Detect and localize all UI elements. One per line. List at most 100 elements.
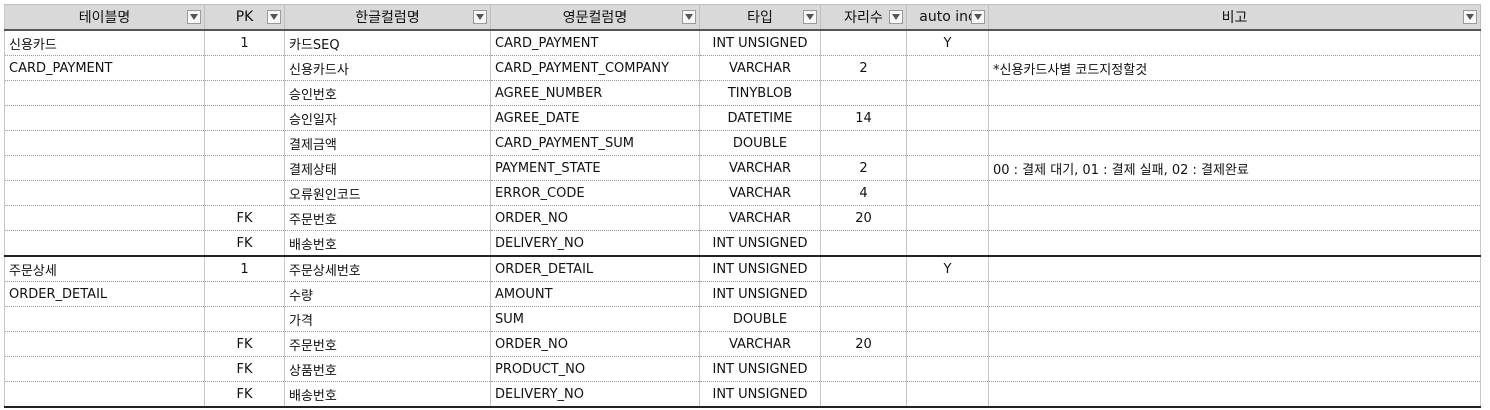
table-cell[interactable]: 승인일자 (284, 105, 491, 131)
table-cell[interactable]: FK (204, 205, 285, 231)
table-cell[interactable]: INT UNSIGNED (699, 256, 821, 282)
table-cell[interactable]: DELIVERY_NO (490, 230, 700, 257)
table-cell[interactable]: PRODUCT_NO (490, 356, 700, 382)
table-cell[interactable] (4, 205, 205, 231)
table-cell[interactable]: DATETIME (699, 105, 821, 131)
table-cell[interactable]: CARD_PAYMENT_COMPANY (490, 55, 700, 81)
table-cell[interactable] (4, 230, 205, 257)
table-cell[interactable]: INT UNSIGNED (699, 281, 821, 307)
header-table-name[interactable]: 테이블명 (4, 4, 205, 31)
table-cell[interactable] (204, 80, 285, 106)
table-cell[interactable]: FK (204, 381, 285, 408)
table-cell[interactable] (906, 105, 989, 131)
table-cell[interactable] (204, 105, 285, 131)
table-cell[interactable]: 가격 (284, 306, 491, 332)
header-length[interactable]: 자리수 (820, 4, 907, 31)
header-type[interactable]: 타입 (699, 4, 821, 31)
table-cell[interactable] (906, 155, 989, 181)
table-cell[interactable] (4, 180, 205, 206)
table-cell[interactable]: AGREE_DATE (490, 105, 700, 131)
table-cell[interactable] (906, 281, 989, 307)
table-cell[interactable]: 20 (820, 331, 907, 357)
table-cell[interactable]: DELIVERY_NO (490, 381, 700, 408)
table-cell[interactable]: PAYMENT_STATE (490, 155, 700, 181)
table-cell[interactable]: CARD_PAYMENT (490, 30, 700, 56)
table-cell[interactable] (820, 30, 907, 56)
table-cell[interactable]: 주문상세 (4, 256, 205, 282)
table-cell[interactable]: VARCHAR (699, 180, 821, 206)
table-cell[interactable] (820, 80, 907, 106)
table-cell[interactable]: 카드SEQ (284, 30, 491, 56)
header-auto-inc[interactable]: auto inc (906, 4, 989, 31)
table-cell[interactable]: 00 : 결제 대기, 01 : 결제 실패, 02 : 결제완료 (988, 155, 1481, 181)
table-cell[interactable] (906, 80, 989, 106)
table-cell[interactable] (906, 205, 989, 231)
table-cell[interactable] (204, 155, 285, 181)
table-cell[interactable]: 2 (820, 55, 907, 81)
table-cell[interactable] (906, 381, 989, 408)
table-cell[interactable] (4, 80, 205, 106)
table-cell[interactable]: 4 (820, 180, 907, 206)
table-cell[interactable] (820, 356, 907, 382)
table-cell[interactable] (988, 306, 1481, 332)
table-cell[interactable]: VARCHAR (699, 331, 821, 357)
table-cell[interactable]: 20 (820, 205, 907, 231)
table-cell[interactable] (4, 155, 205, 181)
header-english-column[interactable]: 영문컬럼명 (490, 4, 700, 31)
table-cell[interactable]: Y (906, 256, 989, 282)
table-cell[interactable] (4, 381, 205, 408)
table-cell[interactable] (204, 55, 285, 81)
table-cell[interactable]: 결제금액 (284, 130, 491, 156)
table-cell[interactable]: 주문번호 (284, 331, 491, 357)
table-cell[interactable]: CARD_PAYMENT (4, 55, 205, 81)
table-cell[interactable]: 주문번호 (284, 205, 491, 231)
table-cell[interactable] (906, 306, 989, 332)
table-cell[interactable] (906, 230, 989, 257)
table-cell[interactable] (4, 105, 205, 131)
table-cell[interactable]: 주문상세번호 (284, 256, 491, 282)
table-cell[interactable] (4, 130, 205, 156)
table-cell[interactable] (906, 356, 989, 382)
table-cell[interactable]: 상품번호 (284, 356, 491, 382)
table-cell[interactable]: INT UNSIGNED (699, 30, 821, 56)
table-cell[interactable]: VARCHAR (699, 55, 821, 81)
table-cell[interactable] (4, 331, 205, 357)
table-cell[interactable] (988, 331, 1481, 357)
table-cell[interactable] (988, 205, 1481, 231)
table-cell[interactable]: TINYBLOB (699, 80, 821, 106)
table-cell[interactable] (820, 306, 907, 332)
header-pk[interactable]: PK (204, 4, 285, 31)
table-cell[interactable] (820, 130, 907, 156)
table-cell[interactable] (204, 281, 285, 307)
table-cell[interactable]: ORDER_DETAIL (490, 256, 700, 282)
table-cell[interactable]: 신용카드 (4, 30, 205, 56)
filter-dropdown-icon[interactable] (803, 10, 817, 24)
table-cell[interactable] (988, 281, 1481, 307)
filter-dropdown-icon[interactable] (971, 10, 985, 24)
table-cell[interactable]: ERROR_CODE (490, 180, 700, 206)
filter-dropdown-icon[interactable] (889, 10, 903, 24)
table-cell[interactable]: AGREE_NUMBER (490, 80, 700, 106)
table-cell[interactable]: INT UNSIGNED (699, 230, 821, 257)
table-cell[interactable] (4, 356, 205, 382)
table-cell[interactable] (988, 130, 1481, 156)
table-cell[interactable]: 신용카드사 (284, 55, 491, 81)
header-korean-column[interactable]: 한글컬럼명 (284, 4, 491, 31)
table-cell[interactable] (988, 105, 1481, 131)
filter-dropdown-icon[interactable] (1463, 10, 1477, 24)
table-cell[interactable] (820, 281, 907, 307)
table-cell[interactable] (988, 80, 1481, 106)
table-cell[interactable]: Y (906, 30, 989, 56)
table-cell[interactable]: FK (204, 356, 285, 382)
table-cell[interactable]: INT UNSIGNED (699, 381, 821, 408)
table-cell[interactable] (4, 306, 205, 332)
table-cell[interactable] (988, 230, 1481, 257)
filter-dropdown-icon[interactable] (682, 10, 696, 24)
table-cell[interactable]: 결제상태 (284, 155, 491, 181)
header-remarks[interactable]: 비고 (988, 4, 1481, 31)
table-cell[interactable] (906, 130, 989, 156)
table-cell[interactable]: VARCHAR (699, 155, 821, 181)
table-cell[interactable] (820, 230, 907, 257)
table-cell[interactable]: 배송번호 (284, 230, 491, 257)
table-cell[interactable]: *신용카드사별 코드지정할것 (988, 55, 1481, 81)
